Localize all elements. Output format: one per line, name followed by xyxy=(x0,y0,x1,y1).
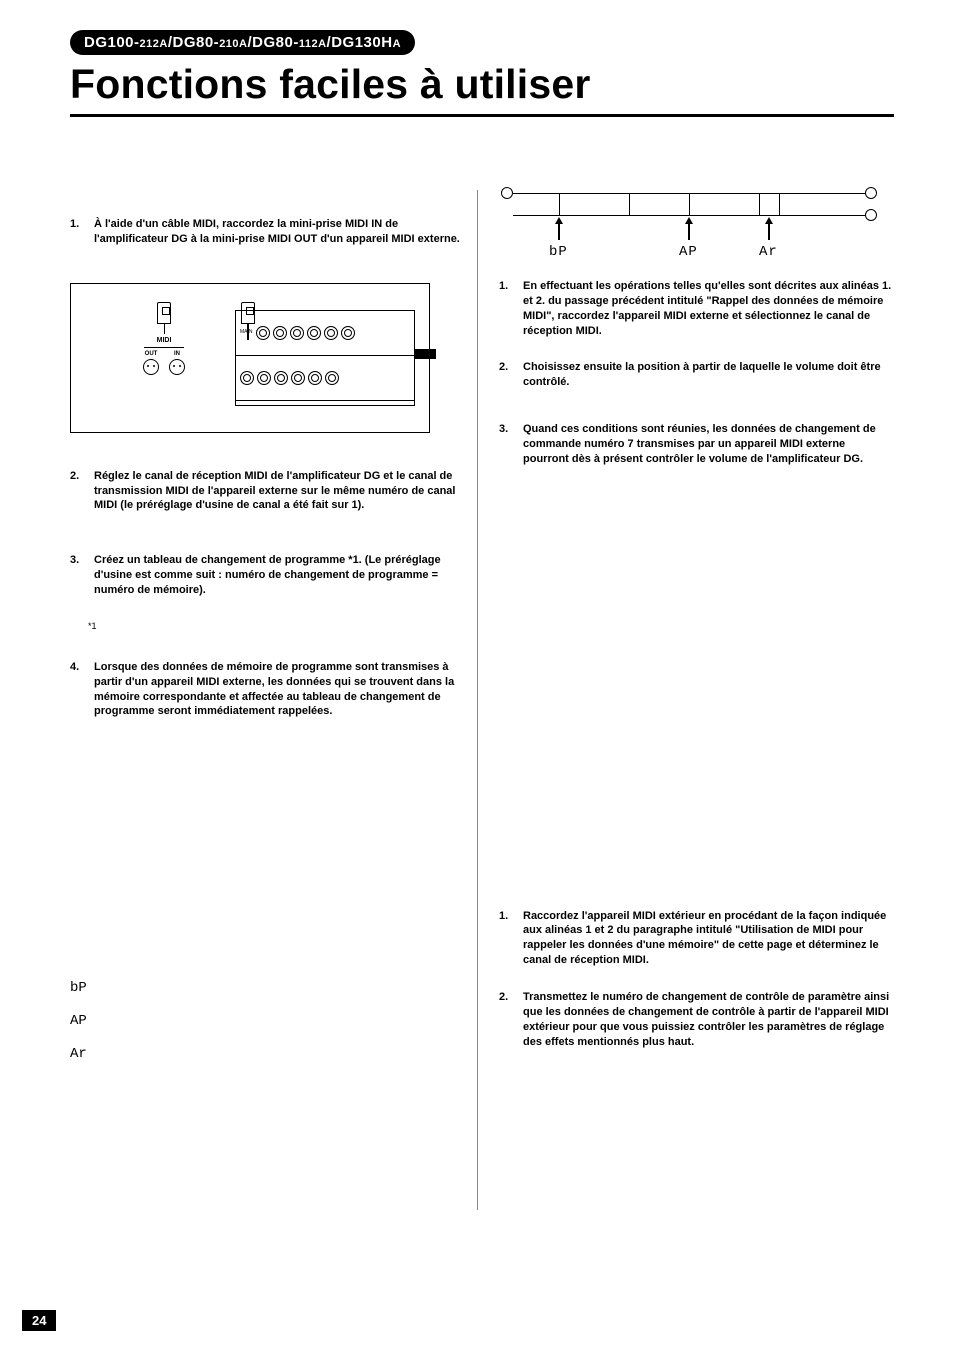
step-text: Raccordez l'appareil MIDI extérieur en p… xyxy=(523,909,894,968)
right-step-1: 1. En effectuant les opérations telles q… xyxy=(499,279,894,338)
left-step-1: 1. À l'aide d'un câble MIDI, raccordez l… xyxy=(70,217,465,247)
knob-icon xyxy=(291,371,305,385)
screw-icon xyxy=(501,187,513,199)
step-number: 1. xyxy=(499,909,513,968)
left-column: 1. À l'aide d'un câble MIDI, raccordez l… xyxy=(70,217,465,1078)
code-row: AP xyxy=(70,1012,465,1031)
step-text: Créez un tableau de changement de progra… xyxy=(94,553,465,598)
step-number: 4. xyxy=(70,660,84,719)
code-row: bP xyxy=(70,979,465,998)
external-midi-device: MIDI OUT IN xyxy=(129,302,199,376)
panel-tiny-text: MAIN xyxy=(240,329,253,336)
knob-icon xyxy=(307,326,321,340)
right-column: bP AP Ar 1. En effectuant les opérations… xyxy=(499,217,894,1078)
knob-icon xyxy=(240,371,254,385)
midi-connection-diagram: MIDI OUT IN xyxy=(70,283,430,433)
page-title: Fonctions faciles à utiliser xyxy=(70,61,894,108)
step-number: 2. xyxy=(70,469,84,514)
left-step-2: 2. Réglez le canal de réception MIDI de … xyxy=(70,469,465,514)
brand-tab xyxy=(414,349,436,359)
knob-icon xyxy=(274,371,288,385)
footnote-marker: *1 xyxy=(88,620,465,632)
screw-icon xyxy=(865,187,877,199)
step-number: 3. xyxy=(70,553,84,598)
amp-front-panel: MAIN xyxy=(235,310,415,406)
out-label: OUT xyxy=(143,350,159,358)
midi-plug-icon xyxy=(157,302,171,324)
marker-bar xyxy=(779,193,780,215)
step-number: 3. xyxy=(499,422,513,467)
arrow-up-icon xyxy=(555,217,563,224)
marker-bar xyxy=(759,193,760,215)
page-number: 24 xyxy=(22,1310,56,1331)
step-text: Transmettez le numéro de changement de c… xyxy=(523,990,894,1049)
position-code-list: bP AP Ar xyxy=(70,979,465,1064)
din-connector-icon xyxy=(143,359,159,375)
position-label: Ar xyxy=(759,243,778,262)
knob-icon xyxy=(290,326,304,340)
right-step-2: 2. Choisissez ensuite la position à part… xyxy=(499,360,894,390)
in-label: IN xyxy=(169,350,185,358)
din-connector-icon xyxy=(169,359,185,375)
knob-icon xyxy=(308,371,322,385)
arrow-stem xyxy=(558,224,560,240)
arrow-stem xyxy=(768,224,770,240)
arrow-up-icon xyxy=(765,217,773,224)
marker-bar xyxy=(689,193,690,215)
rail xyxy=(513,215,865,216)
code-row: Ar xyxy=(70,1045,465,1064)
knob-icon xyxy=(324,326,338,340)
knob-icon xyxy=(257,371,271,385)
right-b-step-2: 2. Transmettez le numéro de changement d… xyxy=(499,990,894,1049)
knob-icon xyxy=(273,326,287,340)
step-text: Choisissez ensuite la position à partir … xyxy=(523,360,894,390)
step-text: Réglez le canal de réception MIDI de l'a… xyxy=(94,469,465,514)
title-rule xyxy=(70,114,894,117)
marker-bar xyxy=(559,193,560,215)
column-divider xyxy=(477,190,478,1210)
position-label: AP xyxy=(679,243,698,262)
arrow-up-icon xyxy=(685,217,693,224)
step-number: 1. xyxy=(70,217,84,247)
step-number: 2. xyxy=(499,990,513,1049)
step-text: En effectuant les opérations telles qu'e… xyxy=(523,279,894,338)
midi-label: MIDI xyxy=(129,336,199,345)
step-text: Lorsque des données de mémoire de progra… xyxy=(94,660,465,719)
model-badge: DG100-212A/DG80-210A/DG80-112A/DG130HA xyxy=(70,30,415,55)
step-text: Quand ces conditions sont réunies, les d… xyxy=(523,422,894,467)
marker-bar xyxy=(629,193,630,215)
step-text: À l'aide d'un câble MIDI, raccordez la m… xyxy=(94,217,465,247)
right-b-step-1: 1. Raccordez l'appareil MIDI extérieur e… xyxy=(499,909,894,968)
screw-icon xyxy=(865,209,877,221)
step-number: 2. xyxy=(499,360,513,390)
position-label: bP xyxy=(549,243,568,262)
knob-icon xyxy=(325,371,339,385)
model-text: DG100-212A/DG80-210A/DG80-112A/DG130HA xyxy=(84,34,401,51)
arrow-stem xyxy=(688,224,690,240)
volume-position-diagram: bP AP Ar xyxy=(499,181,879,261)
knob-icon xyxy=(341,326,355,340)
step-number: 1. xyxy=(499,279,513,338)
knob-icon xyxy=(256,326,270,340)
left-step-3: 3. Créez un tableau de changement de pro… xyxy=(70,553,465,598)
left-step-4: 4. Lorsque des données de mémoire de pro… xyxy=(70,660,465,719)
right-step-3: 3. Quand ces conditions sont réunies, le… xyxy=(499,422,894,467)
